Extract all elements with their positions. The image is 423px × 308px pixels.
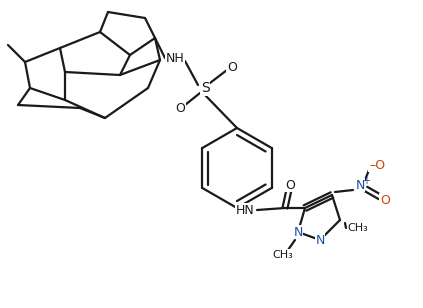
Text: HN: HN [236,204,254,217]
Text: O: O [227,60,237,74]
Text: S: S [201,81,209,95]
Text: +: + [362,176,370,186]
Text: O: O [380,193,390,206]
Text: N: N [355,179,365,192]
Text: O: O [175,102,185,115]
Text: NH: NH [166,51,184,64]
Text: CH₃: CH₃ [348,223,368,233]
Text: –O: –O [369,159,385,172]
Text: CH₃: CH₃ [273,250,294,260]
Text: O: O [285,179,295,192]
Text: N: N [293,225,303,238]
Text: N: N [315,233,325,246]
